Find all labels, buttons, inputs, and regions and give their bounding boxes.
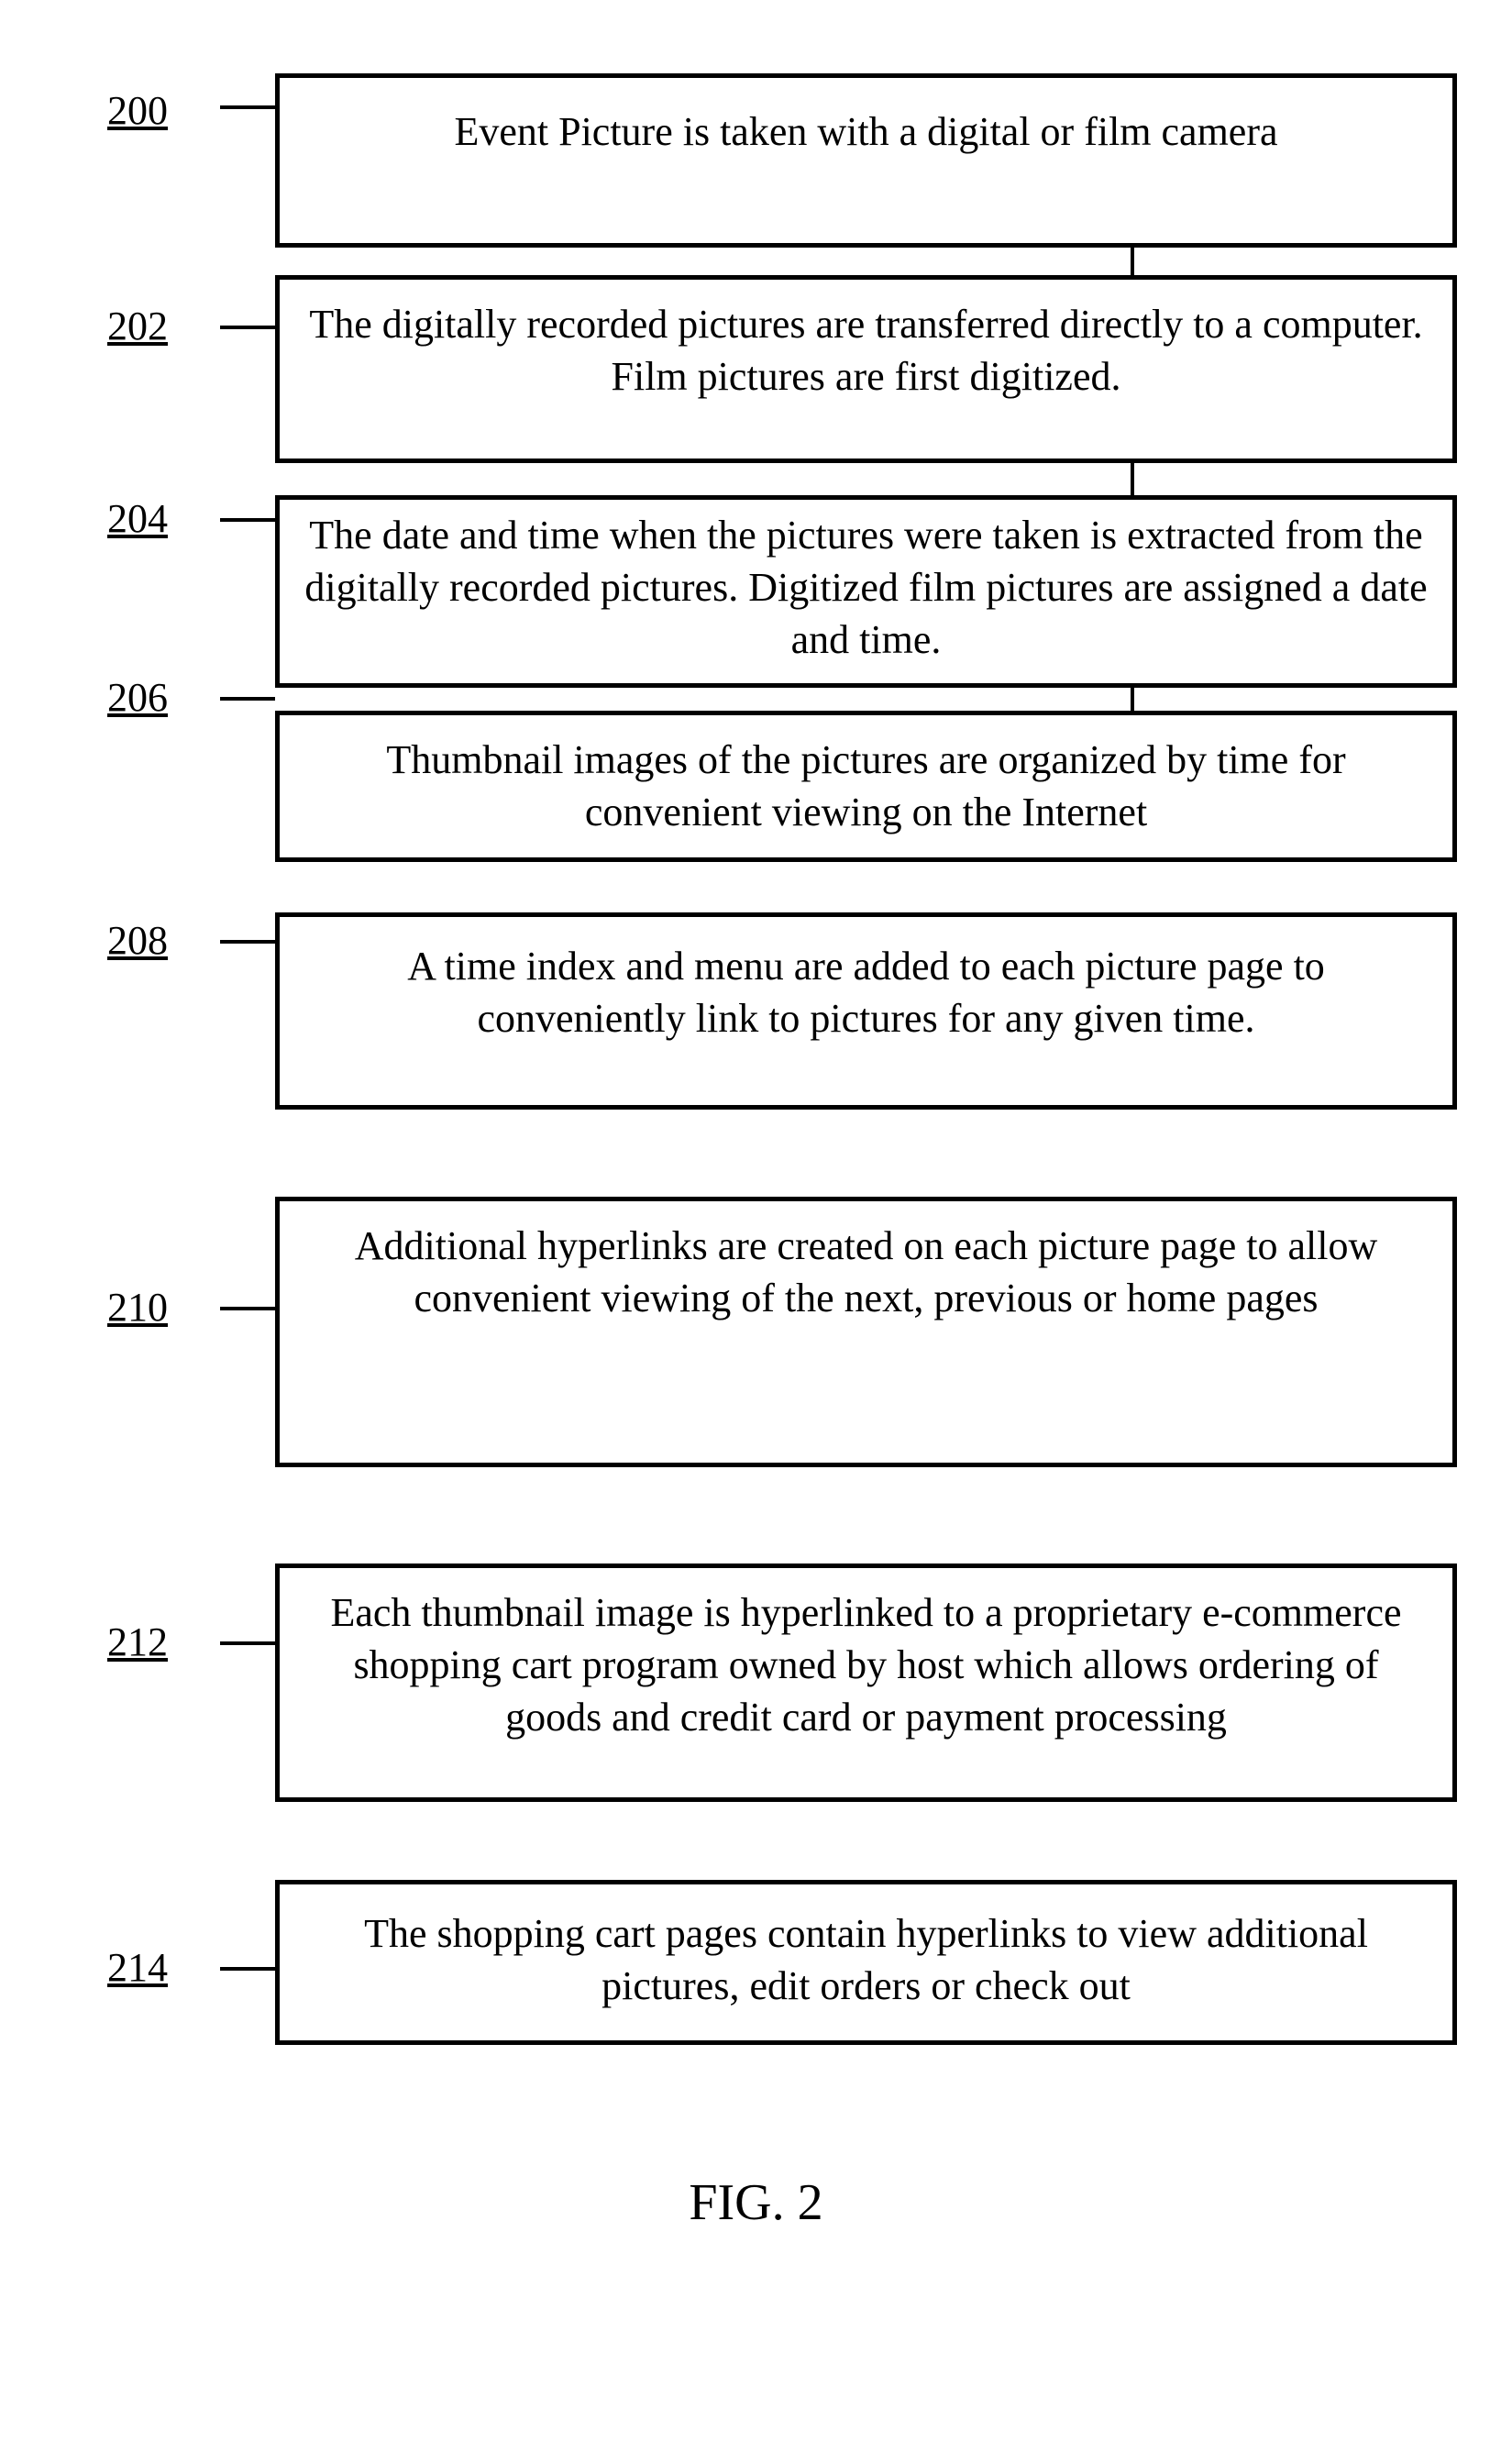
step-box-214: The shopping cart pages contain hyperlin… [275, 1880, 1457, 2045]
step-text-208: A time index and menu are added to each … [307, 940, 1425, 1044]
label-connector-208 [220, 940, 275, 944]
step-label-214: 214 [55, 1880, 220, 1991]
connector-202-204 [1131, 463, 1134, 495]
step-box-204: The date and time when the pictures were… [275, 495, 1457, 688]
step-box-210: Additional hyperlinks are created on eac… [275, 1197, 1457, 1467]
label-connector-200 [220, 105, 275, 109]
step-row-200: 200 Event Picture is taken with a digita… [55, 73, 1457, 248]
label-connector-204 [220, 518, 275, 522]
connector-204-206 [1131, 688, 1134, 711]
step-box-212: Each thumbnail image is hyperlinked to a… [275, 1564, 1457, 1802]
flowchart-container: 200 Event Picture is taken with a digita… [55, 73, 1457, 2232]
spacer-212 [55, 1802, 1457, 1880]
step-label-210: 210 [55, 1197, 220, 1331]
step-box-208: A time index and menu are added to each … [275, 912, 1457, 1110]
step-text-210: Additional hyperlinks are created on eac… [307, 1220, 1425, 1324]
connector-200-202 [1131, 248, 1134, 275]
step-box-206: Thumbnail images of the pictures are org… [275, 711, 1457, 862]
step-label-212: 212 [55, 1564, 220, 1665]
step-box-200: Event Picture is taken with a digital or… [275, 73, 1457, 248]
spacer-210 [55, 1467, 1457, 1564]
step-row-210: 210 Additional hyperlinks are created on… [55, 1197, 1457, 1467]
figure-label: FIG. 2 [689, 2173, 822, 2232]
step-label-202: 202 [55, 275, 220, 349]
step-label-208: 208 [55, 912, 220, 964]
spacer-206 [55, 862, 1457, 912]
step-text-206: Thumbnail images of the pictures are org… [307, 734, 1425, 838]
step-text-204: The date and time when the pictures were… [293, 509, 1439, 667]
label-connector-202 [220, 326, 275, 329]
step-text-214: The shopping cart pages contain hyperlin… [307, 1907, 1425, 2012]
step-row-208: 208 A time index and menu are added to e… [55, 912, 1457, 1110]
step-row-206: 206 Thumbnail images of the pictures are… [55, 711, 1457, 862]
step-label-204: 204 [55, 495, 220, 542]
step-label-200: 200 [55, 73, 220, 134]
step-row-204: 204 The date and time when the pictures … [55, 495, 1457, 688]
label-connector-214 [220, 1967, 275, 1971]
spacer-208 [55, 1110, 1457, 1197]
step-text-212: Each thumbnail image is hyperlinked to a… [307, 1586, 1425, 1744]
step-row-212: 212 Each thumbnail image is hyperlinked … [55, 1564, 1457, 1802]
label-connector-206 [220, 697, 275, 701]
step-label-206: 206 [55, 674, 220, 721]
step-text-202: The digitally recorded pictures are tran… [307, 298, 1425, 403]
label-connector-212 [220, 1641, 275, 1645]
step-row-202: 202 The digitally recorded pictures are … [55, 275, 1457, 463]
step-box-202: The digitally recorded pictures are tran… [275, 275, 1457, 463]
label-connector-210 [220, 1307, 275, 1310]
step-text-200: Event Picture is taken with a digital or… [454, 105, 1277, 158]
step-row-214: 214 The shopping cart pages contain hype… [55, 1880, 1457, 2045]
